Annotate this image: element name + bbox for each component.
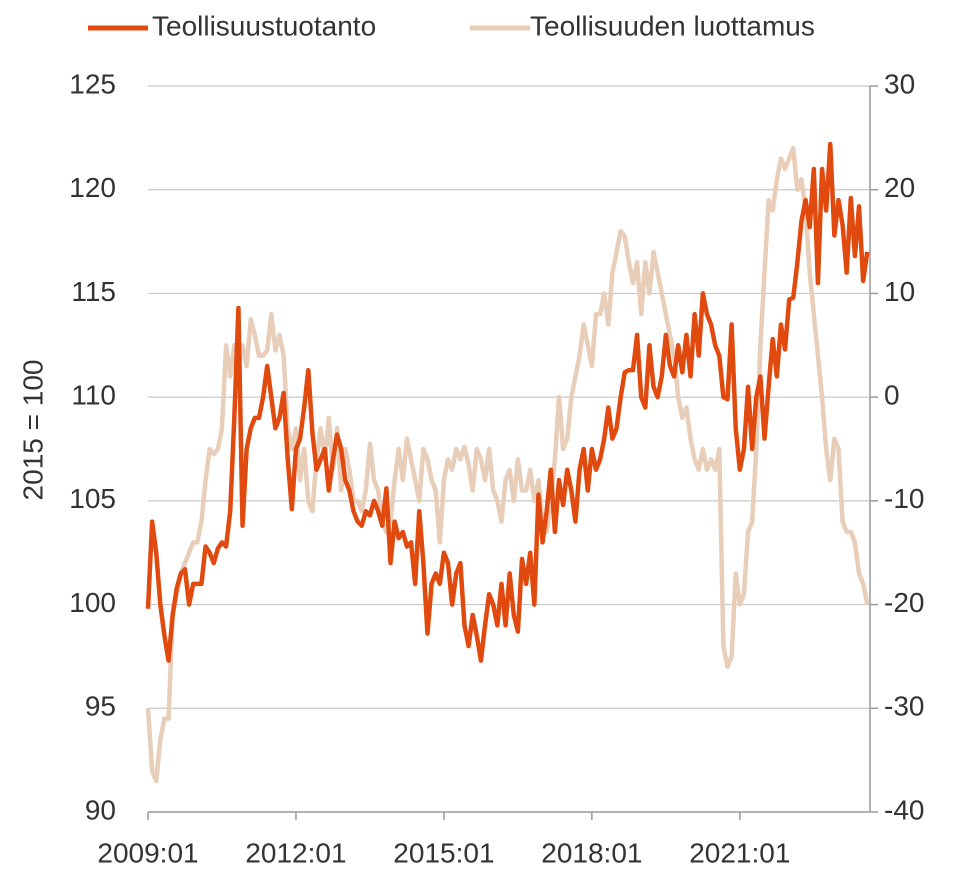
y2-tick-label: -20	[884, 587, 924, 618]
x-tick-label: 2009:01	[97, 837, 198, 868]
y2-tick-label: 20	[884, 172, 915, 203]
y2-tick-label: -30	[884, 691, 924, 722]
x-tick-label: 2012:01	[245, 837, 346, 868]
y2-tick-label: -10	[884, 483, 924, 514]
y-tick-label: 105	[69, 483, 116, 514]
y2-tick-label: 0	[884, 380, 900, 411]
y2-tick-label: -40	[884, 794, 924, 825]
series-line	[145, 145, 870, 784]
legend-label: Teollisuustuotanto	[152, 10, 376, 41]
x-tick-label: 2015:01	[393, 837, 494, 868]
y-tick-label: 95	[85, 691, 116, 722]
x-tick-label: 2018:01	[541, 837, 642, 868]
series-line	[145, 141, 870, 663]
y-tick-label: 110	[71, 380, 116, 411]
y-axis-label: 2015 = 100	[17, 360, 48, 501]
y-tick-label: 100	[69, 587, 116, 618]
y-tick-label: 115	[71, 276, 116, 307]
y-tick-label: 125	[69, 68, 116, 99]
y2-tick-label: 10	[884, 276, 915, 307]
y-tick-label: 120	[69, 172, 116, 203]
y-tick-label: 90	[85, 794, 116, 825]
x-tick-label: 2021:01	[689, 837, 790, 868]
legend-label: Teollisuuden luottamus	[530, 10, 815, 41]
y2-tick-label: 30	[884, 68, 915, 99]
